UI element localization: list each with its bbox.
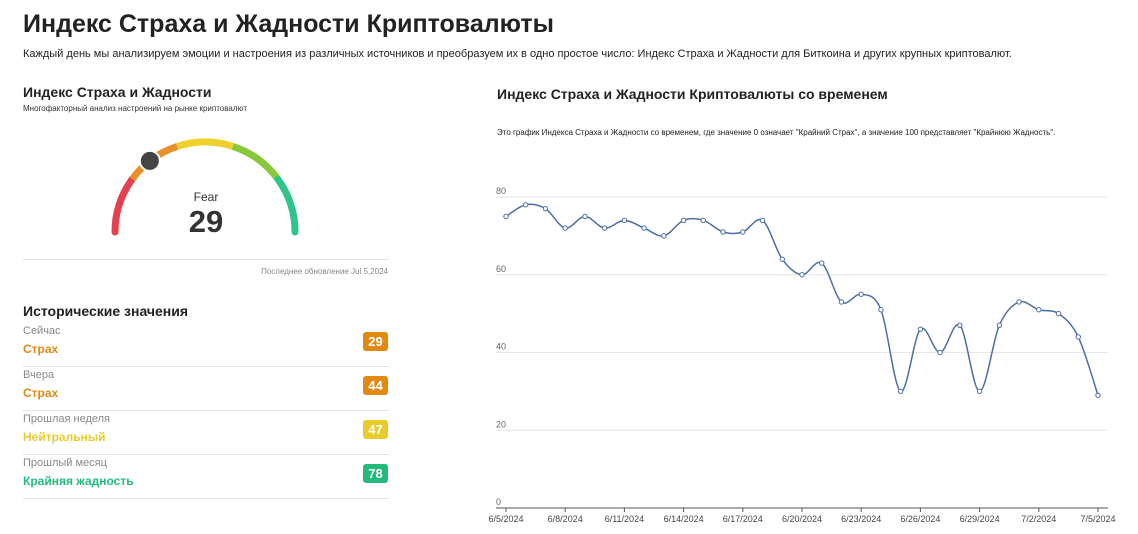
data-point[interactable] [582, 213, 588, 220]
history-value-badge: 47 [363, 420, 388, 439]
gauge-value: 29 [188, 204, 224, 239]
x-tick-label: 6/17/2024 [723, 514, 763, 524]
data-point[interactable] [700, 217, 707, 224]
fear-greed-panel: Индекс Страха и Жадности Многофакторный … [23, 84, 389, 499]
page-subtitle: Каждый день мы анализируем эмоции и наст… [23, 48, 1012, 60]
history-list: Сейчас Страх 29 Вчера Страх 44 Прошлая н… [23, 324, 389, 500]
data-point[interactable] [720, 229, 726, 235]
data-point[interactable] [1095, 392, 1101, 398]
gauge-needle-knob [138, 149, 161, 172]
gauge-segment [176, 138, 234, 150]
chart-description: Это график Индекса Страха и Жадности со … [497, 128, 1056, 137]
page-title: Индекс Страха и Жадности Криптовалюты [23, 10, 554, 38]
data-point[interactable] [819, 260, 825, 266]
data-point[interactable] [759, 217, 766, 224]
x-tick-label: 6/20/2024 [782, 514, 822, 524]
history-label: Прошлый месяц [23, 457, 107, 469]
data-point[interactable] [523, 202, 529, 208]
history-title: Исторические значения [23, 303, 189, 319]
history-classification: Страх [23, 342, 59, 356]
gauge-svg [111, 138, 299, 236]
data-point[interactable] [1016, 299, 1022, 305]
data-point[interactable] [621, 217, 628, 224]
x-tick-label: 6/23/2024 [841, 514, 881, 524]
data-point[interactable] [838, 299, 845, 305]
history-label: Сейчас [23, 325, 61, 337]
divider [23, 259, 389, 260]
data-point[interactable] [641, 225, 647, 231]
chart-title: Индекс Страха и Жадности Криптовалюты со… [497, 86, 888, 102]
history-value-badge: 44 [363, 376, 388, 395]
history-classification: Крайняя жадность [23, 474, 134, 488]
data-point[interactable] [1075, 334, 1081, 340]
y-tick-label: 0 [496, 497, 501, 507]
data-point[interactable] [917, 326, 924, 332]
data-point[interactable] [542, 205, 549, 212]
data-point[interactable] [1036, 307, 1042, 313]
y-tick-label: 80 [496, 186, 506, 196]
y-tick-label: 60 [496, 264, 506, 274]
gauge: Fear 29 [23, 128, 389, 248]
data-point[interactable] [779, 256, 785, 262]
gauge-segment [231, 143, 281, 182]
data-point[interactable] [503, 213, 509, 220]
data-point[interactable] [740, 229, 746, 235]
data-point[interactable] [799, 272, 805, 278]
data-point[interactable] [878, 307, 884, 313]
data-point[interactable] [1055, 310, 1062, 317]
x-tick-label: 6/5/2024 [488, 514, 523, 524]
data-point[interactable] [897, 388, 904, 395]
data-point[interactable] [858, 291, 864, 297]
history-value-badge: 78 [363, 464, 388, 483]
series-line [505, 203, 1099, 396]
history-classification: Страх [23, 386, 59, 400]
x-tick-label: 7/2/2024 [1021, 514, 1056, 524]
data-point[interactable] [562, 225, 568, 231]
history-row-last-week: Прошлая неделя Нейтральный 47 [23, 412, 389, 455]
data-point[interactable] [661, 233, 667, 239]
x-tick-label: 6/8/2024 [548, 514, 583, 524]
data-point[interactable] [957, 322, 963, 328]
history-value-badge: 29 [363, 332, 388, 351]
data-point[interactable] [976, 388, 983, 395]
y-tick-label: 40 [496, 342, 506, 352]
x-tick-label: 7/5/2024 [1080, 514, 1115, 524]
gauge-segment [274, 175, 299, 236]
data-point[interactable] [680, 217, 687, 224]
gauge-subtitle: Многофакторный анализ настроений на рынк… [23, 104, 247, 113]
x-tick-label: 6/29/2024 [960, 514, 1000, 524]
gauge-classification: Fear [193, 190, 219, 204]
history-row-now: Сейчас Страх 29 [23, 324, 389, 367]
data-point[interactable] [996, 322, 1003, 328]
history-label: Прошлая неделя [23, 413, 111, 425]
history-label: Вчера [23, 369, 55, 381]
last-updated: Последнее обновление Jul 5,2024 [261, 267, 388, 276]
data-point[interactable] [937, 349, 943, 356]
history-row-last-month: Прошлый месяц Крайняя жадность 78 [23, 456, 389, 499]
data-point[interactable] [601, 225, 608, 231]
history-classification: Нейтральный [23, 430, 106, 444]
x-tick-label: 6/26/2024 [900, 514, 940, 524]
x-tick-label: 6/14/2024 [664, 514, 704, 524]
gauge-segment [111, 175, 136, 236]
history-row-yesterday: Вчера Страх 44 [23, 368, 389, 411]
gauge-title: Индекс Страха и Жадности [23, 84, 212, 100]
x-tick-label: 6/11/2024 [605, 514, 644, 524]
y-tick-label: 20 [496, 419, 506, 429]
